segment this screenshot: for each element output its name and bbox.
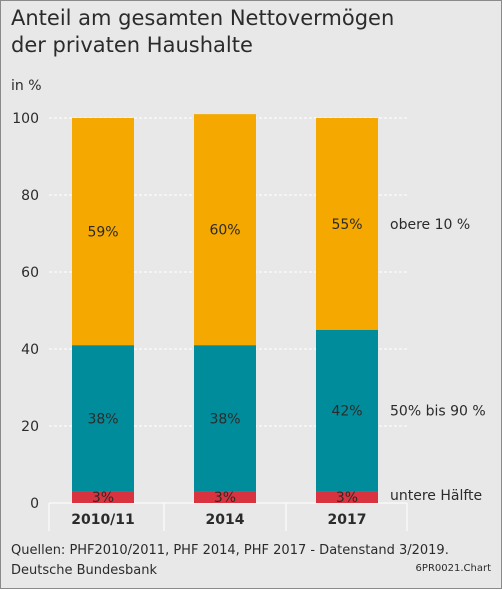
source-line-1: Quellen: PHF2010/2011, PHF 2014, PHF 201… bbox=[11, 543, 449, 558]
bar-segment bbox=[316, 118, 378, 330]
data-label: 3% bbox=[92, 490, 114, 506]
data-label: 38% bbox=[87, 411, 118, 427]
data-label: 59% bbox=[87, 225, 118, 241]
bar-segment bbox=[316, 491, 378, 503]
bar-segment bbox=[194, 345, 256, 492]
x-tick-label: 2014 bbox=[206, 512, 245, 528]
chart-code: 6PR0021.Chart bbox=[415, 563, 491, 574]
bar-segment bbox=[194, 114, 256, 346]
y-tick-label: 20 bbox=[21, 419, 39, 435]
x-tick-label: 2017 bbox=[328, 512, 367, 528]
chart-title: Anteil am gesamten Nettovermögen der pri… bbox=[11, 5, 491, 59]
data-label: 42% bbox=[331, 404, 362, 420]
data-label: 38% bbox=[209, 411, 240, 427]
data-label: 60% bbox=[209, 223, 240, 239]
bar-segment bbox=[72, 345, 134, 492]
source-note: Quellen: PHF2010/2011, PHF 2014, PHF 201… bbox=[11, 541, 449, 581]
y-tick-label: 0 bbox=[30, 496, 39, 512]
y-tick-label: 60 bbox=[21, 265, 39, 281]
bar-segment bbox=[194, 491, 256, 503]
title-line-2: der privaten Haushalte bbox=[11, 33, 253, 57]
data-label: 3% bbox=[336, 490, 358, 506]
bar-segment bbox=[316, 329, 378, 492]
unit-label: in % bbox=[11, 78, 42, 94]
y-tick-label: 100 bbox=[12, 111, 39, 127]
x-tick-label: 2010/11 bbox=[71, 512, 135, 528]
data-label: 55% bbox=[331, 217, 362, 233]
y-tick-label: 40 bbox=[21, 342, 39, 358]
bar-segment bbox=[72, 491, 134, 503]
series-label: obere 10 % bbox=[390, 217, 470, 233]
bar-segment bbox=[72, 118, 134, 346]
series-label: untere Hälfte bbox=[390, 488, 482, 504]
title-line-1: Anteil am gesamten Nettovermögen bbox=[11, 6, 395, 30]
series-label: 50% bis 90 % bbox=[390, 404, 486, 420]
data-label: 3% bbox=[214, 490, 236, 506]
y-tick-label: 80 bbox=[21, 188, 39, 204]
source-line-2: Deutsche Bundesbank bbox=[11, 563, 158, 578]
